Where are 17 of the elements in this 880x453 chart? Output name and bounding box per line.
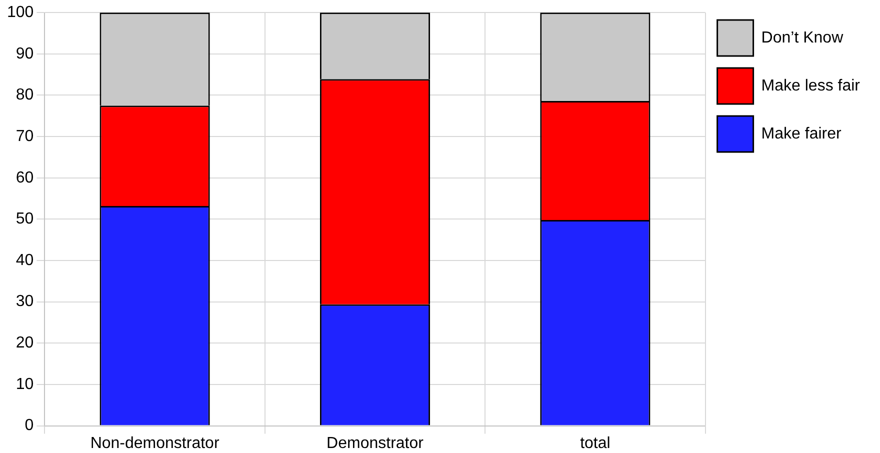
legend-label: Make less fair: [761, 77, 861, 94]
y-tick-label: 20: [16, 334, 34, 352]
y-tick-label: 80: [16, 86, 34, 104]
legend-label: Make fairer: [761, 125, 842, 142]
y-tick-label: 60: [16, 169, 34, 186]
y-tick-label: 100: [6, 4, 34, 22]
legend-label: Don’t Know: [761, 29, 844, 46]
y-tick-label: 40: [16, 252, 34, 269]
y-tick-label: 10: [16, 376, 34, 393]
x-tick-label: Demonstrator: [326, 434, 424, 452]
y-tick-label: 0: [24, 417, 34, 434]
y-tick-label: 90: [16, 45, 34, 62]
y-tick-label: 30: [16, 293, 34, 310]
y-tick-label: 70: [16, 128, 34, 145]
x-tick-label: total: [580, 434, 610, 452]
x-tick-label: Non-demonstrator: [90, 434, 220, 452]
y-tick-label: 50: [16, 210, 34, 228]
